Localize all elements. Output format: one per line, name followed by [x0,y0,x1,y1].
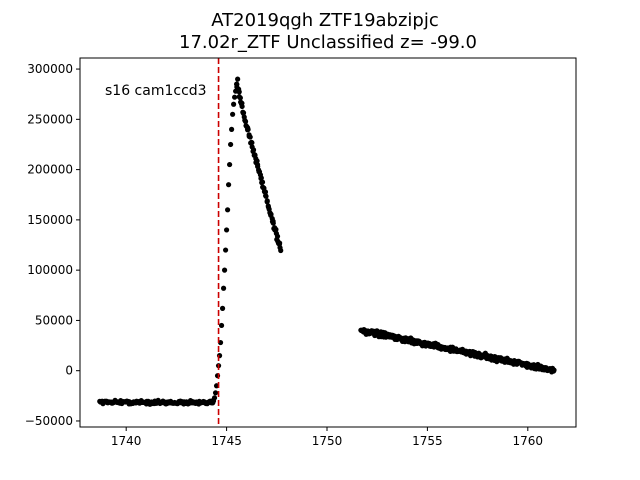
data-point [278,247,284,254]
data-point [225,207,231,213]
data-point [229,126,235,132]
x-tick-label: 1755 [412,434,443,448]
y-tick-label: 200000 [27,163,73,177]
data-point [262,189,269,195]
data-point [254,158,260,164]
data-point [220,285,227,291]
data-point [274,233,281,239]
x-tick-label: 1740 [111,434,142,448]
data-point [259,179,266,185]
data-point [277,240,283,246]
data-point [247,134,253,140]
data-point [264,198,270,204]
data-point [236,89,242,95]
x-axis: 1740 1745 1750 1755 1760 [111,427,543,448]
data-point [551,367,557,373]
y-tick-label: 300000 [27,62,73,76]
data-point [263,193,269,199]
data-point [239,103,245,110]
data-point [273,226,279,233]
y-axis: −50000 0 50000 100000 150000 200000 250000 3000… [25,62,80,428]
data-point [258,175,264,181]
x-tick-label: 1760 [513,434,544,448]
chart-title-line2: 17.02r_ZTF Unclassified z= -99.0 [179,32,477,53]
y-tick-label: 100000 [27,263,73,277]
data-point [211,395,218,401]
data-point [216,353,223,359]
data-point [270,220,276,226]
data-point [232,94,238,100]
data-point [231,101,237,107]
data-point [237,95,243,101]
y-tick-label: 150000 [27,213,73,227]
data-point [218,322,225,329]
data-point [249,140,255,146]
data-point [268,211,274,217]
y-tick-label: −50000 [25,414,73,428]
data-point [219,305,226,311]
y-tick-label: 250000 [27,112,73,126]
data-point [223,227,230,233]
data-point [227,161,233,168]
data-points [97,76,557,407]
chart-title-line1: AT2019qgh ZTF19abzipjc [211,10,439,31]
plot-frame [79,57,577,428]
x-tick-label: 1745 [211,434,242,448]
data-point [240,110,247,116]
data-point [212,390,219,396]
data-point [222,247,229,253]
data-point [235,76,241,82]
data-point [226,182,232,188]
data-point [228,141,234,148]
data-point [214,373,221,379]
y-tick-label: 0 [65,364,73,378]
data-point [242,118,249,125]
data-point [250,147,257,153]
ccd-annotation: s16 cam1ccd3 [105,83,207,99]
y-tick-label: 50000 [35,313,73,327]
data-point [245,126,251,133]
data-point [230,111,236,117]
x-tick-label: 1750 [312,434,343,448]
data-point [221,267,228,273]
